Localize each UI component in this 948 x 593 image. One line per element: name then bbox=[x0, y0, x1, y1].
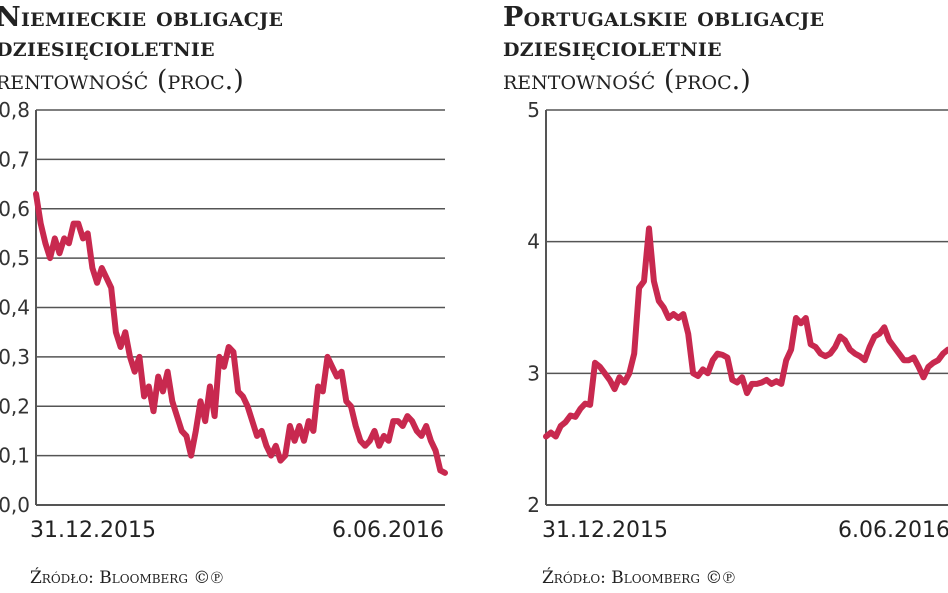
chart-title-line1: Portugalskie obligacje bbox=[503, 2, 825, 33]
y-tick-label: 0,7 bbox=[0, 147, 30, 171]
chart-title-line2: dziesięcioletnie bbox=[0, 32, 215, 63]
y-tick-label: 0,3 bbox=[0, 345, 30, 369]
y-tick-label: 3 bbox=[527, 361, 540, 385]
yield-series-line bbox=[33, 190, 448, 476]
chart-title-line1: Niemieckie obligacje bbox=[0, 2, 284, 33]
chart-subtitle: rentowność (proc.) bbox=[0, 65, 244, 96]
y-tick-label: 0,0 bbox=[0, 493, 30, 517]
y-tick-label: 2 bbox=[527, 493, 540, 517]
portuguese-bonds-panel: Portugalskie obligacje dziesięcioletnie … bbox=[500, 0, 948, 593]
chart-title-line2: dziesięcioletnie bbox=[503, 32, 722, 63]
x-tick-label-start: 31.12.2015 bbox=[30, 518, 156, 543]
x-tick-label-end: 6.06.2016 bbox=[838, 518, 948, 543]
chart-subtitle: rentowność (proc.) bbox=[503, 65, 751, 96]
y-tick-label: 0,4 bbox=[0, 296, 30, 320]
german-bonds-panel: Niemieckie obligacje dziesięcioletnie re… bbox=[0, 0, 470, 593]
y-tick-label: 0,8 bbox=[0, 98, 30, 122]
source-note: Źródło: Bloomberg ©℗ bbox=[30, 568, 224, 588]
portuguese-yield-chart: 2 3 4 5 31.12.2015 6.06.2016 bbox=[527, 98, 948, 543]
y-tick-label: 5 bbox=[527, 98, 540, 122]
y-tick-label: 0,5 bbox=[0, 246, 30, 270]
y-tick-label: 4 bbox=[527, 230, 540, 254]
y-tick-label: 0,6 bbox=[0, 197, 30, 221]
german-yield-chart: 0,0 0,1 0,2 0,3 0,4 0,5 0,6 0,7 0,8 31.12.2015 6.0… bbox=[0, 98, 448, 543]
x-tick-label-end: 6.06.2016 bbox=[332, 518, 444, 543]
source-note: Źródło: Bloomberg ©℗ bbox=[542, 568, 736, 588]
y-tick-label: 0,2 bbox=[0, 394, 30, 418]
x-tick-label-start: 31.12.2015 bbox=[542, 518, 668, 543]
y-tick-label: 0,1 bbox=[0, 444, 30, 468]
yield-series-line bbox=[543, 225, 948, 440]
